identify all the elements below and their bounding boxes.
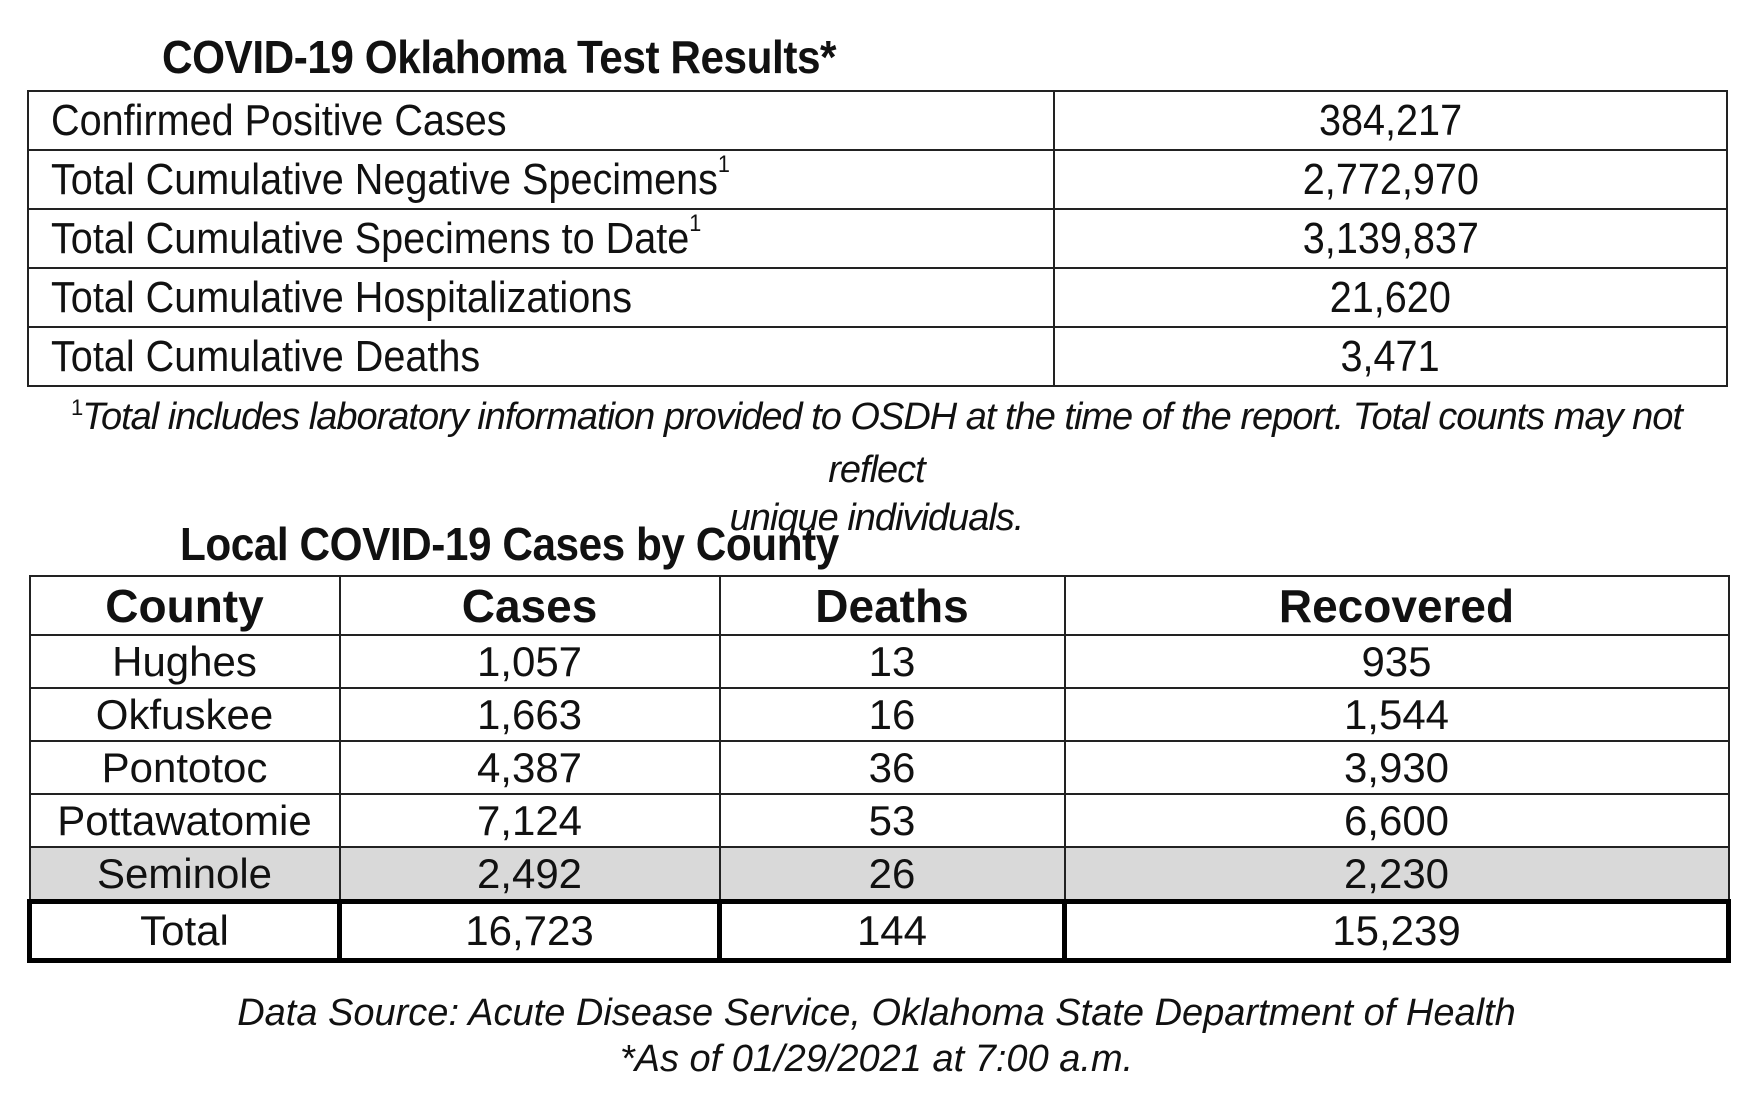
county-cell: Okfuskee xyxy=(28,687,341,742)
deaths-cell: 16 xyxy=(718,687,1066,742)
recovered-cell: 1,544 xyxy=(1063,687,1730,742)
cases-cell: 7,124 xyxy=(338,793,721,848)
row-label: Total Cumulative Hospitalizations xyxy=(51,273,633,322)
table-row: Total Cumulative Hospitalizations 21,620 xyxy=(27,267,1728,328)
footnote-line-1: Total includes laboratory information pr… xyxy=(82,396,1683,491)
total-deaths-cell: 144 xyxy=(717,899,1067,963)
row-value: 21,620 xyxy=(1329,273,1452,322)
source-line-2: *As of 01/29/2021 at 7:00 a.m. xyxy=(619,1038,1134,1080)
cases-cell: 1,663 xyxy=(338,687,721,742)
source-line-1: Data Source: Acute Disease Service, Okla… xyxy=(237,992,1516,1034)
table-row: Seminole 2,492 26 2,230 xyxy=(28,846,1730,903)
county-table-title: Local COVID-19 Cases by County xyxy=(180,518,839,570)
deaths-cell: 53 xyxy=(718,793,1066,848)
footnote-marker: 1 xyxy=(689,210,702,238)
row-value: 3,471 xyxy=(1340,332,1441,381)
row-value: 2,772,970 xyxy=(1302,155,1479,204)
data-source-note: Data Source: Acute Disease Service, Okla… xyxy=(0,990,1753,1082)
column-header-recovered: Recovered xyxy=(1063,575,1730,636)
row-label: Total Cumulative Specimens to Date xyxy=(51,214,690,263)
table-row: Hughes 1,057 13 935 xyxy=(28,634,1730,689)
table-row: Pontotoc 4,387 36 3,930 xyxy=(28,740,1730,795)
column-header-county: County xyxy=(28,575,341,636)
row-value: 384,217 xyxy=(1318,96,1463,145)
county-cell: Hughes xyxy=(28,634,341,689)
table-row: Pottawatomie 7,124 53 6,600 xyxy=(28,793,1730,848)
county-cell: Pontotoc xyxy=(28,740,341,795)
table-row: Total Cumulative Negative Specimens1 2,7… xyxy=(27,149,1728,210)
total-row: Total 16,723 144 15,239 xyxy=(27,899,1731,963)
column-header-cases: Cases xyxy=(338,575,721,636)
footnote: 1Total includes laboratory information p… xyxy=(40,393,1713,542)
cases-cell: 4,387 xyxy=(338,740,721,795)
recovered-cell: 6,600 xyxy=(1063,793,1730,848)
total-label-cell: Total xyxy=(27,899,342,963)
row-value: 3,139,837 xyxy=(1302,214,1479,263)
recovered-cell: 935 xyxy=(1063,634,1730,689)
deaths-cell: 13 xyxy=(718,634,1066,689)
column-header-deaths: Deaths xyxy=(718,575,1066,636)
table-row: Total Cumulative Specimens to Date1 3,13… xyxy=(27,208,1728,269)
table-row: Total Cumulative Deaths 3,471 xyxy=(27,326,1728,387)
county-cell: Seminole xyxy=(28,846,341,903)
county-cases-table: County Cases Deaths Recovered Hughes 1,0… xyxy=(27,575,1731,963)
footnote-mark: 1 xyxy=(71,395,83,420)
recovered-cell: 2,230 xyxy=(1063,846,1730,903)
deaths-cell: 26 xyxy=(718,846,1066,903)
table-row: Okfuskee 1,663 16 1,544 xyxy=(28,687,1730,742)
deaths-cell: 36 xyxy=(718,740,1066,795)
total-cases-cell: 16,723 xyxy=(337,899,722,963)
test-results-title: COVID-19 Oklahoma Test Results* xyxy=(162,31,837,83)
footnote-marker: 1 xyxy=(717,151,730,179)
cases-cell: 2,492 xyxy=(338,846,721,903)
total-recovered-cell: 15,239 xyxy=(1062,899,1731,963)
row-label: Total Cumulative Deaths xyxy=(51,332,481,381)
cases-cell: 1,057 xyxy=(338,634,721,689)
header-row: County Cases Deaths Recovered xyxy=(28,575,1730,636)
table-row: Confirmed Positive Cases 384,217 xyxy=(27,90,1728,151)
county-cell: Pottawatomie xyxy=(28,793,341,848)
footnote-line-2: unique individuals. xyxy=(729,497,1025,539)
test-results-table: Confirmed Positive Cases 384,217 Total C… xyxy=(27,90,1728,387)
row-label: Total Cumulative Negative Specimens xyxy=(51,155,718,204)
recovered-cell: 3,930 xyxy=(1063,740,1730,795)
row-label: Confirmed Positive Cases xyxy=(51,96,507,145)
